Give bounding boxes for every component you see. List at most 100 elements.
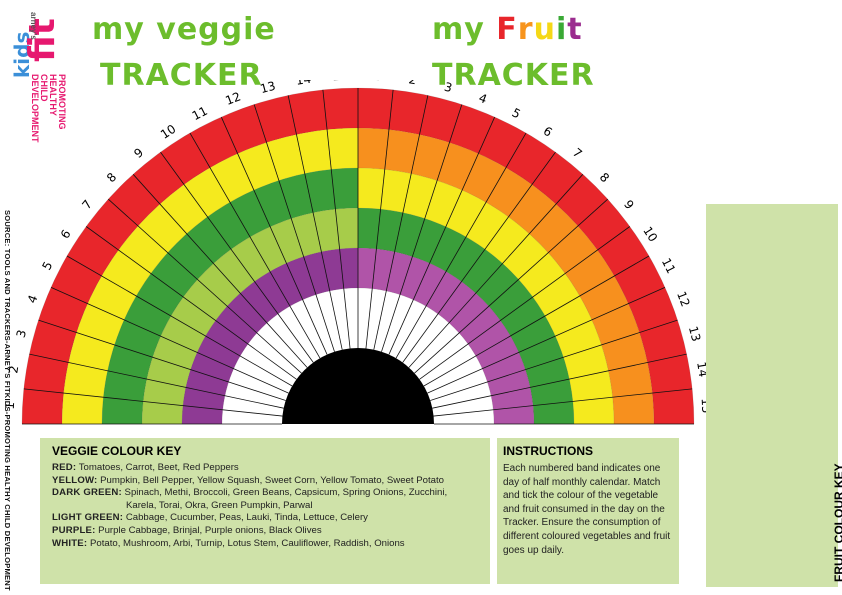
band-outline — [21, 87, 695, 425]
veggie-day-number: 6 — [58, 227, 74, 241]
instructions-body: Each numbered band indicates one day of … — [503, 463, 671, 556]
tracker-divider — [38, 319, 286, 401]
fruit-title-letter: u — [533, 12, 556, 47]
veggie-band[interactable] — [142, 208, 358, 424]
fruit-key-title: FRUIT COLOUR KEY — [832, 463, 842, 582]
tracker-divider — [189, 132, 321, 359]
band-outline — [101, 167, 615, 425]
fruit-title-letter: F — [496, 12, 518, 47]
tracker-divider — [85, 226, 297, 380]
fruit-day-number: 9 — [621, 197, 637, 212]
veggie-key-row-text: Spinach, Methi, Broccoli, Green Beans, C… — [121, 487, 448, 499]
veggie-band[interactable] — [22, 88, 358, 424]
tracker-divider — [423, 255, 650, 387]
fruit-title-word: Fruit — [496, 12, 582, 47]
veggie-day-number: 1 — [3, 402, 17, 410]
tracker-divider — [408, 174, 584, 368]
veggie-day-number: 11 — [190, 104, 210, 123]
veggie-key-row: LIGHT GREEN: Cabbage, Cucumber, Peas, La… — [52, 512, 447, 525]
fruit-day-number: 10 — [640, 224, 660, 244]
veggie-day-number: 12 — [223, 89, 242, 108]
veggie-band[interactable] — [102, 168, 358, 424]
veggie-key-row-label: LIGHT GREEN: — [52, 512, 124, 524]
veggie-day-number: 13 — [259, 80, 277, 96]
veggie-key-row-label: PURPLE: — [52, 524, 96, 536]
veggie-key-row-text: Pumpkin, Bell Pepper, Yellow Squash, Swe… — [97, 474, 444, 486]
fruit-band[interactable] — [358, 248, 534, 424]
veggie-key-row: DARK GREEN: Spinach, Methi, Broccoli, Gr… — [52, 487, 447, 500]
tracker-divider — [66, 255, 293, 387]
veggie-title-line1: my veggie — [92, 12, 276, 47]
veggie-key-row-text: Karela, Torai, Okra, Green Pumpkin, Parw… — [126, 499, 313, 511]
veggie-band[interactable] — [222, 288, 358, 424]
tracker-rainbow[interactable]: 1234567891011121314151234567891011121314… — [0, 80, 720, 425]
band-outline — [141, 207, 575, 425]
fruit-day-number: 8 — [597, 170, 612, 185]
veggie-day-number: 5 — [40, 259, 56, 272]
tracker-divider — [395, 132, 527, 359]
veggie-day-number: 9 — [131, 145, 146, 161]
veggie-day-number: 15 — [332, 80, 348, 83]
tracker-divider — [287, 95, 343, 350]
fruit-day-number: 2 — [408, 80, 418, 87]
fruit-band[interactable] — [358, 288, 494, 424]
tracker-divider — [427, 286, 666, 394]
veggie-key-row-text: Tomatoes, Carrot, Beet, Red Peppers — [76, 462, 239, 473]
fruit-day-number: 12 — [674, 289, 693, 308]
fruit-band[interactable] — [358, 208, 574, 424]
fruit-band[interactable] — [358, 168, 614, 424]
tracker-divider — [373, 95, 429, 350]
fruit-day-number: 3 — [443, 80, 454, 95]
tracker-divider — [29, 353, 284, 409]
veggie-key-row-text: Cabbage, Cucumber, Peas, Lauki, Tinda, L… — [123, 512, 368, 524]
instructions-title: INSTRUCTIONS — [503, 444, 593, 458]
fruit-day-number: 1 — [372, 80, 380, 83]
veggie-key-row-label: YELLOW: — [52, 474, 98, 486]
veggie-day-number: 2 — [6, 365, 21, 375]
tracker-divider — [108, 198, 302, 374]
veggie-day-number: 8 — [104, 170, 119, 185]
band-outline — [221, 287, 495, 425]
tracker-divider — [220, 116, 328, 355]
tracker-divider — [402, 151, 556, 363]
fruit-title-letter: r — [517, 12, 534, 47]
tracker-center — [282, 348, 434, 424]
fruit-band[interactable] — [358, 128, 654, 424]
veggie-day-number: 10 — [158, 122, 178, 142]
veggie-band[interactable] — [62, 128, 358, 424]
veggie-day-number: 14 — [295, 80, 312, 88]
fruit-colour-key: FRUIT COLOUR KEY RED: Apple with skin, P… — [706, 204, 842, 587]
tracker-divider — [430, 319, 678, 401]
veggie-day-number: 4 — [25, 293, 41, 305]
band-outline — [61, 127, 655, 425]
veggie-key-row-label: DARK GREEN: — [52, 487, 122, 499]
fruit-title-my: my — [432, 12, 485, 47]
veggie-key-row-text: Purple Cabbage, Brinjal, Purple onions, … — [95, 524, 322, 536]
veggie-day-number: 3 — [14, 328, 30, 339]
veggie-title: my veggie TRACKER — [92, 14, 276, 92]
fruit-band[interactable] — [358, 88, 694, 424]
tracker-divider — [50, 286, 289, 394]
fruit-day-number: 11 — [659, 256, 678, 276]
tracker-divider — [365, 89, 394, 349]
veggie-key-row: Karela, Torai, Okra, Green Pumpkin, Parw… — [52, 500, 447, 513]
veggie-key-row-text: Potato, Mushroom, Arbi, Turnip, Lotus St… — [87, 537, 405, 549]
veggie-key-row-label: RED: — [52, 462, 77, 473]
fruit-title-letter: t — [567, 12, 583, 47]
veggie-band[interactable] — [182, 248, 358, 424]
fruit-day-number: 7 — [570, 145, 585, 161]
tracker-divider — [132, 174, 308, 368]
fruit-title-letter: i — [555, 12, 568, 47]
fruit-title: my Fruit TRACKER — [432, 14, 595, 92]
tracker-divider — [432, 353, 687, 409]
veggie-key-row: RED: Tomatoes, Carrot, Beet, Red Peppers — [52, 462, 447, 475]
tracker-divider — [160, 151, 314, 363]
fruit-day-number: 6 — [541, 124, 555, 140]
tracker-divider — [414, 198, 608, 374]
veggie-key-title: VEGGIE COLOUR KEY — [52, 444, 182, 458]
veggie-key-row: WHITE: Potato, Mushroom, Arbi, Turnip, L… — [52, 538, 447, 551]
veggie-day-number: 7 — [79, 197, 95, 212]
fruit-day-number: 13 — [686, 325, 703, 343]
veggie-key-row: PURPLE: Purple Cabbage, Brinjal, Purple … — [52, 525, 447, 538]
band-outline — [181, 247, 535, 425]
